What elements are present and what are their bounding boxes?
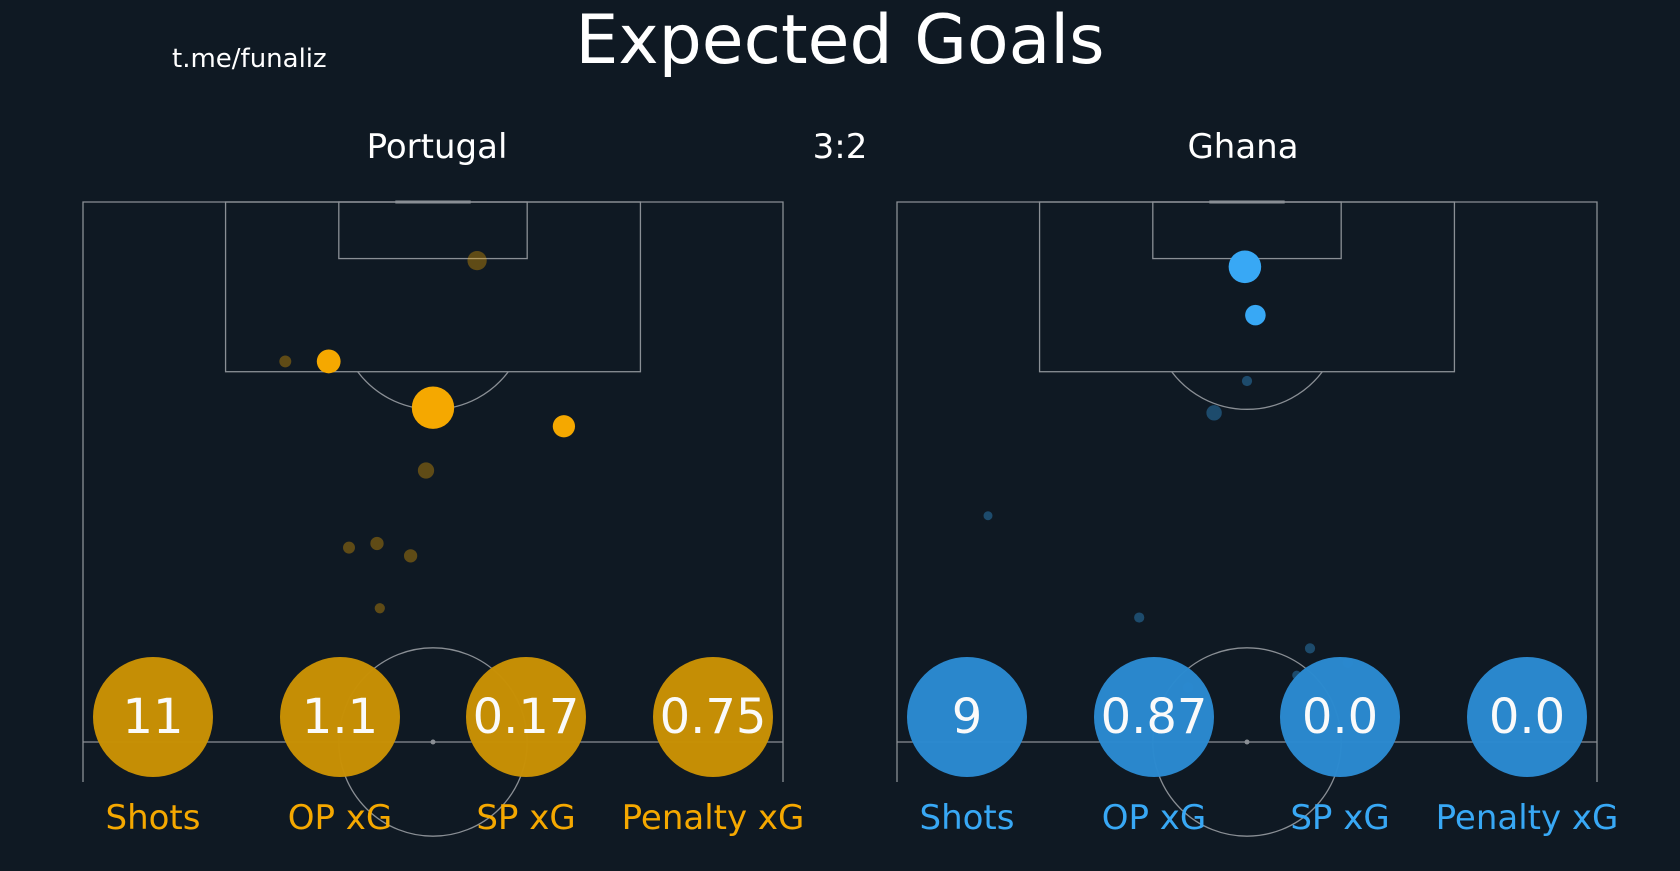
home-shot-marker-11 — [374, 603, 385, 614]
away-team-name: Ghana — [1187, 127, 1299, 167]
home-stat-label-4: Penalty xG — [621, 798, 805, 838]
away-stat-label-4: Penalty xG — [1435, 798, 1619, 838]
home-shot-marker-6 — [552, 415, 576, 438]
away-stat-value-4: 0.0 — [1467, 657, 1587, 777]
home-shot-marker-9 — [370, 536, 384, 551]
home-stat-value-1: 11 — [93, 657, 213, 777]
away-shot-marker-2 — [1245, 304, 1266, 326]
away-shot-marker-1 — [1228, 250, 1262, 284]
home-shot-marker-8 — [343, 541, 355, 554]
home-penalty-area — [224, 201, 642, 373]
away-centre-spot — [1244, 739, 1250, 745]
away-six-yard-box — [1152, 201, 1342, 260]
home-stat-value-2: 1.1 — [280, 657, 400, 777]
home-stat-label-1: Shots — [105, 798, 201, 838]
home-shot-marker-10 — [403, 549, 418, 563]
home-shot-marker-3 — [316, 349, 341, 374]
away-penalty-arc — [1171, 371, 1323, 410]
away-stat-label-1: Shots — [919, 798, 1015, 838]
home-shot-marker-1 — [467, 250, 487, 271]
away-stat-value-1: 9 — [907, 657, 1027, 777]
away-shot-marker-3 — [1241, 375, 1253, 387]
home-shot-marker-7 — [417, 462, 435, 479]
away-stat-label-2: OP xG — [1101, 798, 1207, 838]
home-stat-label-3: SP xG — [476, 798, 576, 838]
home-team-name: Portugal — [366, 127, 508, 167]
away-stat-value-2: 0.87 — [1094, 657, 1214, 777]
away-penalty-area — [1038, 201, 1456, 373]
away-shot-marker-8 — [1304, 643, 1316, 654]
home-centre-spot — [430, 739, 436, 745]
away-shot-marker-5 — [983, 511, 993, 521]
home-shot-marker-2 — [279, 355, 292, 368]
match-score: 3:2 — [812, 127, 868, 167]
chart-title: Expected Goals — [575, 1, 1105, 80]
home-six-yard-box — [338, 201, 528, 260]
away-shot-marker-6 — [1134, 612, 1145, 623]
home-stat-value-4: 0.75 — [653, 657, 773, 777]
home-shot-marker-5 — [411, 386, 455, 429]
home-stat-value-3: 0.17 — [466, 657, 586, 777]
away-stat-label-3: SP xG — [1290, 798, 1390, 838]
watermark-text: t.me/funaliz — [172, 44, 327, 74]
home-stat-label-2: OP xG — [287, 798, 393, 838]
away-shot-marker-4 — [1206, 405, 1222, 421]
away-stat-value-3: 0.0 — [1280, 657, 1400, 777]
